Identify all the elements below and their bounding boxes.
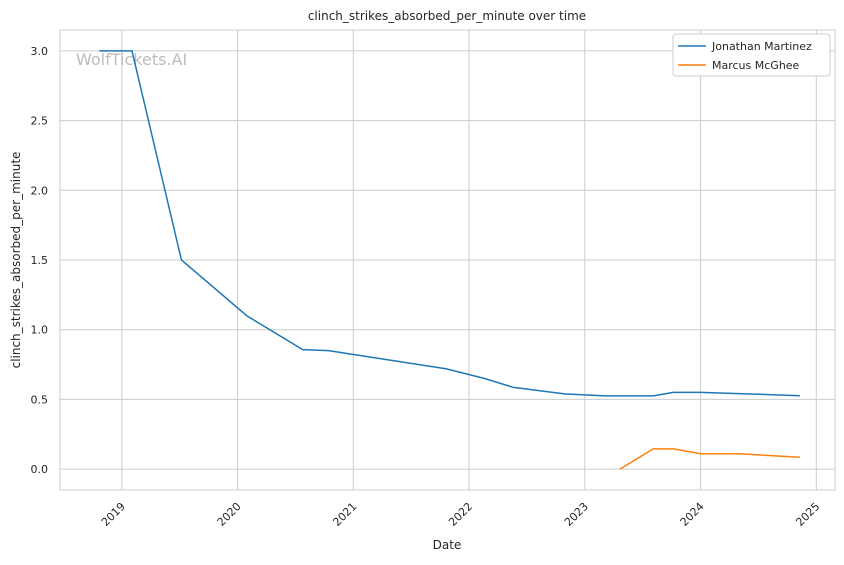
y-tick-label: 2.0 [31,184,49,197]
x-tick-label: 2019 [99,500,128,529]
y-axis-label: clinch_strikes_absorbed_per_minute [9,152,23,369]
x-tick-label: 2020 [215,500,244,529]
x-tick-label: 2022 [446,500,475,529]
y-tick-label: 1.5 [31,254,49,267]
series-line-marcus-mcghee [619,448,800,470]
y-tick-label: 0.5 [31,393,49,406]
watermark: WolfTickets.AI [76,50,187,69]
y-tick-label: 0.0 [31,463,49,476]
series-line-jonathan-martinez [99,50,800,397]
plot-frame [59,29,836,491]
x-tick-label: 2021 [330,500,359,529]
legend: Jonathan Martinez Marcus McGhee [672,33,831,77]
y-tick-label: 2.5 [31,115,49,128]
x-tick-label: 2025 [793,500,822,529]
x-tick-label: 2024 [678,500,707,529]
x-axis-label: Date [433,538,462,552]
legend-label: Marcus McGhee [712,59,800,72]
y-tick-label: 1.0 [31,324,49,337]
x-tick-label: 2023 [562,500,591,529]
legend-label: Jonathan Martinez [711,40,812,53]
chart-title: clinch_strikes_absorbed_per_minute over … [308,9,586,23]
y-tick-label: 3.0 [31,45,49,58]
